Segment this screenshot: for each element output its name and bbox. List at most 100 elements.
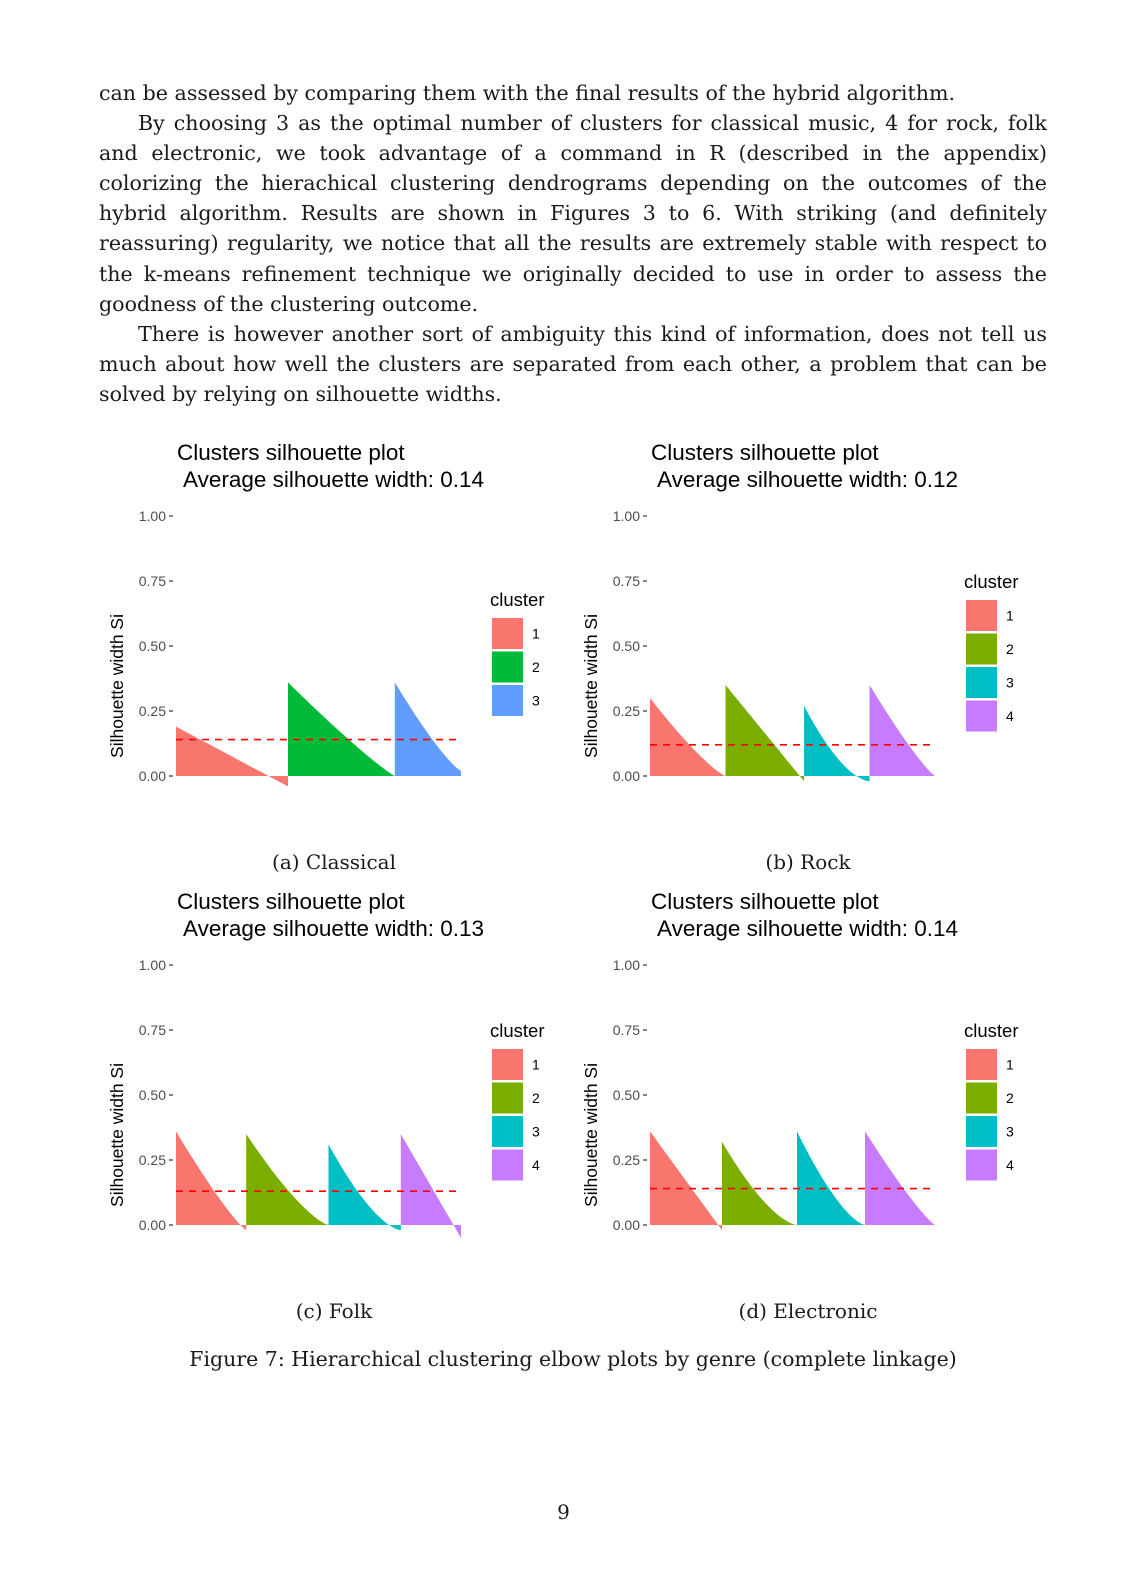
silhouette-area-cluster-2 [246, 1134, 329, 1225]
silhouette-area-cluster-1 [176, 1131, 247, 1231]
legend-swatch-1 [492, 1049, 523, 1080]
y-tick-label: 0.75 [139, 573, 166, 589]
y-tick-label: 0.00 [139, 1217, 166, 1233]
legend-swatch-4 [966, 1149, 997, 1181]
y-axis-label: Silhouette width Si [107, 1063, 127, 1207]
legend-label: 1 [532, 1057, 540, 1073]
y-tick-label: 1.00 [139, 508, 166, 524]
y-tick-label: 0.25 [139, 1152, 166, 1168]
y-tick-label: 0.75 [613, 573, 640, 589]
legend-swatch-2 [492, 1082, 523, 1114]
y-tick-label: 0.00 [613, 768, 640, 784]
legend-title: cluster [490, 1020, 545, 1041]
legend-swatch-1 [966, 1049, 997, 1080]
legend-label: 1 [532, 626, 540, 642]
y-tick-label: 0.00 [613, 1217, 640, 1233]
paragraph: can be assessed by comparing them with t… [99, 81, 956, 105]
subfigure-classical: Clusters silhouette plot Average silhouet… [99, 430, 569, 874]
silhouette-area-cluster-1 [650, 1131, 722, 1231]
body-text: can be assessed by comparing them with t… [99, 78, 1047, 409]
silhouette-area-cluster-2 [725, 685, 805, 782]
y-axis-label: Silhouette width Si [107, 614, 127, 758]
chart-subtitle: Average silhouette width: 0.12 [657, 467, 958, 492]
silhouette-area-cluster-3 [804, 705, 870, 782]
legend-swatch-3 [492, 685, 523, 716]
y-tick-label: 0.25 [613, 1152, 640, 1168]
legend-swatch-3 [492, 1116, 523, 1147]
legend-label: 4 [1006, 708, 1014, 724]
legend-swatch-1 [492, 618, 523, 649]
chart-title: Clusters silhouette plot [177, 440, 405, 465]
legend-label: 3 [1006, 675, 1014, 691]
legend-label: 1 [1006, 608, 1014, 624]
y-axis-label: Silhouette width Si [581, 1063, 601, 1207]
chart-title: Clusters silhouette plot [651, 440, 879, 465]
legend-label: 3 [1006, 1124, 1014, 1140]
y-tick-label: 0.00 [139, 768, 166, 784]
legend-swatch-1 [966, 600, 997, 631]
chart-title: Clusters silhouette plot [651, 889, 879, 914]
subfigure-folk: Clusters silhouette plot Average silhouet… [99, 879, 569, 1323]
legend-label: 2 [1006, 641, 1014, 657]
y-tick-label: 0.25 [613, 703, 640, 719]
legend-label: 4 [532, 1157, 540, 1173]
y-tick-label: 0.75 [139, 1022, 166, 1038]
page-number: 9 [557, 1500, 570, 1524]
legend-swatch-3 [966, 667, 997, 698]
subfigure-rock: Clusters silhouette plot Average silhouet… [573, 430, 1043, 874]
silhouette-area-cluster-4 [400, 1134, 461, 1238]
y-tick-label: 1.00 [139, 957, 166, 973]
silhouette-area-cluster-2 [722, 1141, 797, 1225]
chart-subtitle: Average silhouette width: 0.13 [183, 916, 484, 941]
legend-swatch-3 [966, 1116, 997, 1147]
y-tick-label: 0.50 [139, 638, 166, 654]
legend-label: 1 [1006, 1057, 1014, 1073]
legend-swatch-2 [966, 1082, 997, 1114]
silhouette-area-cluster-1 [650, 698, 726, 776]
chart-subtitle: Average silhouette width: 0.14 [183, 467, 484, 492]
chart-subtitle: Average silhouette width: 0.14 [657, 916, 958, 941]
legend-label: 2 [532, 659, 540, 675]
legend-label: 2 [1006, 1090, 1014, 1106]
silhouette-area-cluster-3 [797, 1131, 865, 1225]
silhouette-area-cluster-4 [869, 685, 935, 776]
legend-title: cluster [964, 1020, 1019, 1041]
subfigure-caption: (d) Electronic [738, 1299, 878, 1323]
subfigure-electronic: Clusters silhouette plot Average silhouet… [573, 879, 1043, 1323]
y-tick-label: 0.25 [139, 703, 166, 719]
y-axis-label: Silhouette width Si [581, 614, 601, 758]
subfigure-caption: (c) Folk [295, 1299, 373, 1323]
subfigure-caption: (a) Classical [272, 850, 396, 874]
figure-caption: Figure 7: Hierarchical clustering elbow … [189, 1347, 957, 1371]
chart-title: Clusters silhouette plot [177, 889, 405, 914]
silhouette-area-cluster-4 [865, 1131, 935, 1225]
silhouette-area-cluster-3 [394, 682, 461, 776]
y-tick-label: 0.50 [613, 638, 640, 654]
legend-swatch-2 [492, 651, 523, 683]
legend-swatch-4 [966, 700, 997, 732]
legend-title: cluster [964, 571, 1019, 592]
paragraph: There is however another sort of ambigui… [99, 321, 1047, 406]
y-tick-label: 1.00 [613, 957, 640, 973]
legend-swatch-4 [492, 1149, 523, 1181]
legend-title: cluster [490, 589, 545, 610]
subfigure-caption: (b) Rock [765, 850, 851, 874]
silhouette-area-cluster-2 [288, 682, 395, 776]
silhouette-area-cluster-3 [328, 1144, 401, 1231]
silhouette-area-cluster-1 [176, 726, 288, 787]
y-tick-label: 0.50 [139, 1087, 166, 1103]
legend-swatch-2 [966, 633, 997, 665]
legend-label: 2 [532, 1090, 540, 1106]
legend-label: 3 [532, 1124, 540, 1140]
legend-label: 4 [1006, 1157, 1014, 1173]
y-tick-label: 0.50 [613, 1087, 640, 1103]
y-tick-label: 0.75 [613, 1022, 640, 1038]
legend-label: 3 [532, 693, 540, 709]
paragraph: By choosing 3 as the optimal number of c… [99, 111, 1047, 316]
y-tick-label: 1.00 [613, 508, 640, 524]
